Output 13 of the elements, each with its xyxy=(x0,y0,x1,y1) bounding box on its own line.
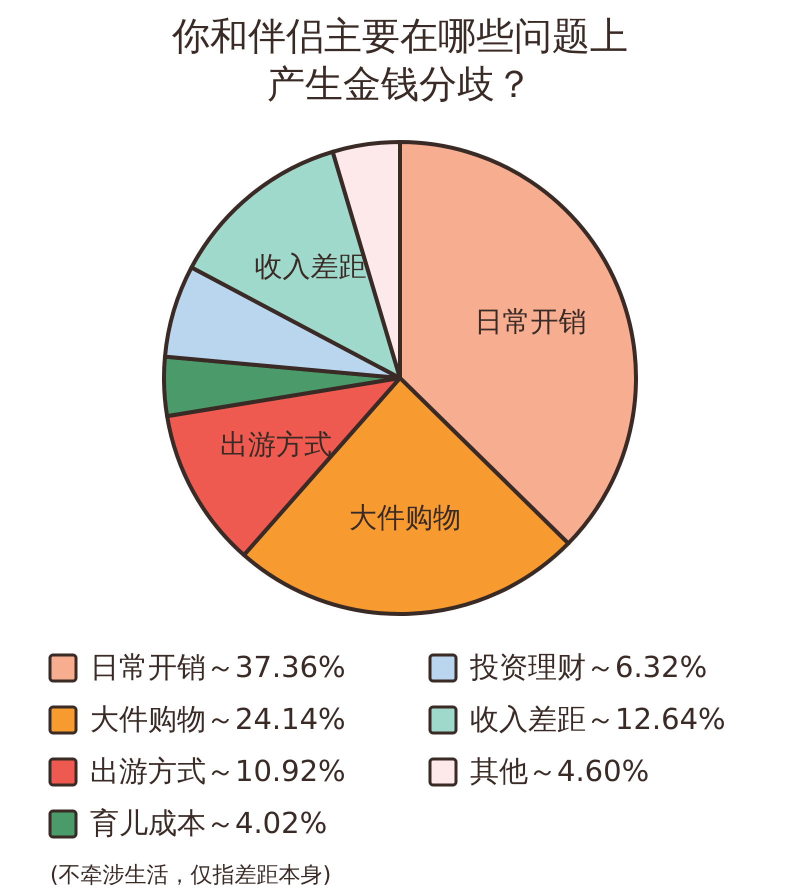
slice-label: 大件购物 xyxy=(349,501,462,534)
legend-label: 收入差距～12.64% xyxy=(470,702,726,736)
legend-label: 出游方式～10.92% xyxy=(90,754,346,788)
legend-label: 其他～4.60% xyxy=(470,754,650,788)
annotation: (不牵涉生活，仅指差距本身) xyxy=(50,863,332,888)
legend-label: 大件购物～24.14% xyxy=(90,702,346,736)
slice-label: 出游方式 xyxy=(220,428,332,462)
legend-label: 投资理财～6.32% xyxy=(470,650,708,684)
title: 你和伴侣主要在哪些问题上产生金钱分歧？ xyxy=(171,13,629,108)
legend-label: 日常开销～37.36% xyxy=(90,650,346,684)
slice-label: 日常开销 xyxy=(474,304,587,338)
legend-label: 育儿成本～4.02% xyxy=(90,806,328,840)
slice-label: 收入差距 xyxy=(254,250,366,284)
